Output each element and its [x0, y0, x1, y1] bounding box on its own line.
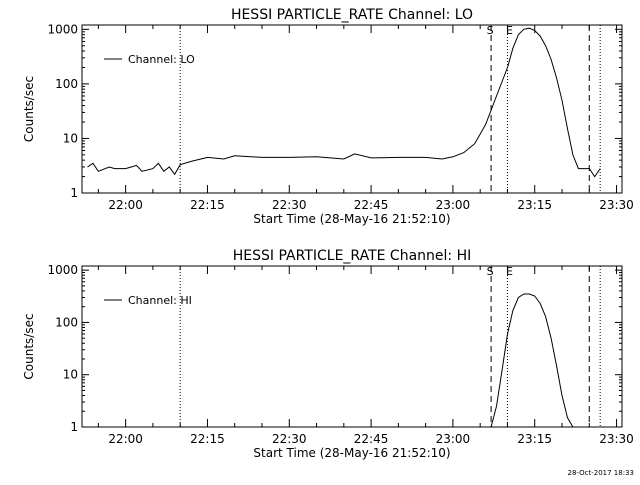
chart-title-2: HESSI PARTICLE_RATE Channel: HI [233, 248, 471, 264]
plot-frame-1 [81, 24, 623, 194]
x-tick-label: 22:15 [190, 198, 225, 212]
plot-frame-2 [81, 265, 623, 428]
x-axis-label-2: Start Time (28-May-16 21:52:10) [253, 446, 450, 460]
marker-label-S: S [487, 265, 494, 278]
series-line-2 [490, 293, 574, 428]
y-tick-label: 10 [63, 368, 78, 382]
y-tick-label: 1000 [47, 22, 78, 36]
x-tick-label: 22:45 [354, 198, 389, 212]
legend-label-1: Channel: LO [128, 53, 195, 66]
marker-label-S: S [487, 24, 494, 37]
x-axis-label-1: Start Time (28-May-16 21:52:10) [253, 212, 450, 226]
marker-label-E: E [506, 24, 513, 37]
y-tick-label: 1 [70, 186, 78, 200]
y-tick-label: 1 [70, 420, 78, 434]
y-tick-label: 10 [63, 131, 78, 145]
legend-label-2: Channel: HI [128, 294, 192, 307]
series-line-1 [87, 27, 601, 178]
timestamp-footer: 28-Oct-2017 18:33 [567, 469, 634, 477]
x-tick-label: 22:00 [108, 198, 143, 212]
x-tick-label: 22:15 [190, 432, 225, 446]
x-tick-label: 23:00 [436, 198, 471, 212]
marker-label-E: E [506, 265, 513, 278]
x-tick-label: 23:15 [517, 198, 552, 212]
y-axis-label-2: Counts/sec [22, 313, 36, 379]
x-tick-label: 22:30 [272, 198, 307, 212]
y-tick-label: 100 [55, 77, 78, 91]
y-tick-label: 100 [55, 315, 78, 329]
x-tick-label: 22:30 [272, 432, 307, 446]
x-tick-label: 23:00 [436, 432, 471, 446]
y-axis-label-1: Counts/sec [22, 76, 36, 142]
y-tick-label: 1000 [47, 263, 78, 277]
x-tick-label: 22:45 [354, 432, 389, 446]
x-tick-label: 23:15 [517, 432, 552, 446]
chart-title-1: HESSI PARTICLE_RATE Channel: LO [231, 7, 473, 23]
x-tick-label: 23:30 [599, 432, 634, 446]
x-tick-label: 22:00 [108, 432, 143, 446]
x-tick-label: 23:30 [599, 198, 634, 212]
